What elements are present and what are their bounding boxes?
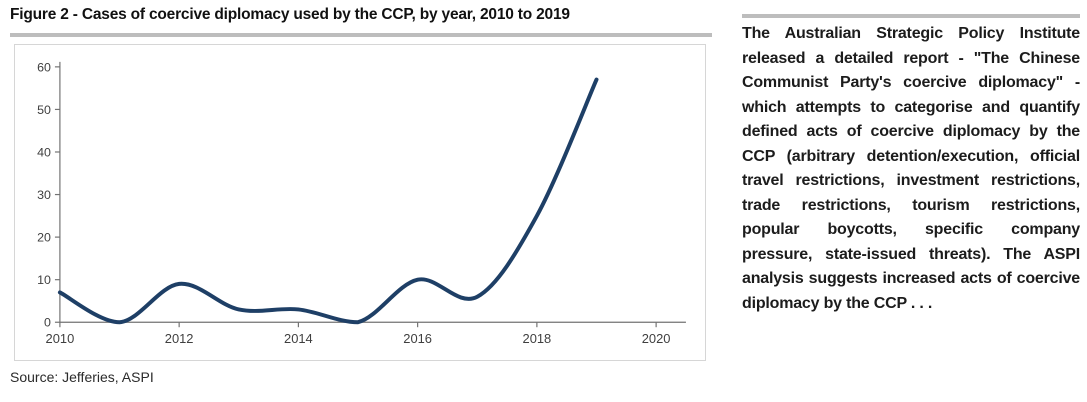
y-axis-label: 50 <box>37 103 51 117</box>
commentary-divider <box>742 14 1080 18</box>
x-axis-label: 2012 <box>165 331 194 346</box>
y-axis-label: 30 <box>37 188 51 202</box>
chart-area: 0 10 20 30 40 50 60 2010 2012 2014 2016 2018 2020 <box>14 44 706 361</box>
figure-title: Figure 2 - Cases of coercive diplomacy u… <box>10 6 570 23</box>
line-chart: 0 10 20 30 40 50 60 2010 2012 2014 2016 2018 2020 <box>37 60 686 346</box>
source-note: Source: Jefferies, ASPI <box>10 369 154 385</box>
x-axis-label: 2010 <box>46 331 75 346</box>
x-axis-label: 2020 <box>642 331 671 346</box>
y-axis-label: 10 <box>37 273 51 287</box>
y-axis-label: 0 <box>44 316 51 330</box>
commentary-text: The Australian Strategic Policy Institut… <box>742 25 1080 312</box>
axis-lines <box>59 61 686 323</box>
x-axis-label: 2014 <box>284 331 313 346</box>
title-divider <box>10 33 712 37</box>
data-line <box>57 77 599 325</box>
y-axis-label: 20 <box>37 231 51 245</box>
x-axis-label: 2016 <box>403 331 432 346</box>
x-axis-label: 2018 <box>523 331 552 346</box>
y-axis-label: 40 <box>37 145 51 159</box>
y-axis-label: 60 <box>37 60 51 74</box>
